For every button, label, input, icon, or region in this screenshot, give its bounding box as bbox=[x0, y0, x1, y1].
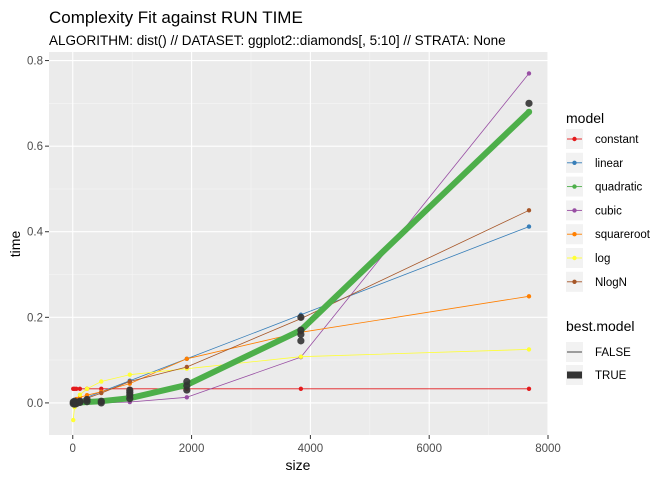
legend-label: squareroot bbox=[595, 229, 651, 241]
series-point-cubic bbox=[526, 71, 532, 76]
observed-point bbox=[525, 99, 533, 107]
x-tick-label: 2000 bbox=[179, 443, 205, 455]
observed-point bbox=[183, 377, 191, 386]
series-point-log bbox=[77, 392, 83, 397]
legend-key-point bbox=[572, 232, 577, 237]
minor-gridlines bbox=[49, 52, 548, 435]
x-axis-title: size bbox=[286, 457, 311, 473]
legend-label: cubic bbox=[595, 205, 622, 217]
legend-key-point bbox=[572, 136, 577, 142]
x-tick-label: 8000 bbox=[535, 443, 561, 455]
observed-point bbox=[76, 397, 84, 405]
legend-key-point bbox=[572, 160, 577, 165]
y-axis-title: time bbox=[7, 231, 23, 258]
series-point-nlogn bbox=[184, 364, 190, 370]
series-point-constant bbox=[298, 386, 304, 391]
legend-label: TRUE bbox=[595, 370, 627, 382]
series-point-nlogn bbox=[526, 208, 532, 213]
series-point-log bbox=[298, 354, 304, 359]
observed-point bbox=[83, 395, 91, 404]
legend-key-point bbox=[572, 208, 577, 213]
series-point-constant bbox=[74, 386, 79, 391]
y-tick-label: 0.4 bbox=[27, 227, 44, 239]
legend-label: NlogN bbox=[595, 277, 627, 289]
observed-point bbox=[297, 337, 305, 345]
series-point-squareroot bbox=[184, 356, 190, 362]
legend-label: linear bbox=[595, 158, 623, 170]
x-tick-label: 0 bbox=[70, 443, 76, 455]
chart-subtitle: ALGORITHM: dist() // DATASET: ggplot2::d… bbox=[49, 33, 506, 48]
series-point-log bbox=[84, 386, 90, 391]
observed-point bbox=[97, 397, 105, 405]
x-axis-ticks: 0 2000 4000 6000 8000 bbox=[70, 435, 561, 455]
legend-label: quadratic bbox=[595, 182, 643, 194]
series-point-constant bbox=[526, 386, 532, 391]
observed-point bbox=[297, 313, 305, 321]
x-tick-label: 6000 bbox=[416, 443, 442, 455]
series-point-linear bbox=[526, 224, 532, 229]
y-tick-label: 0.6 bbox=[27, 141, 43, 153]
legend-label: FALSE bbox=[595, 347, 631, 359]
legend-best-model: FALSE TRUE bbox=[566, 342, 631, 385]
observed-points bbox=[69, 99, 533, 408]
series-point-log bbox=[99, 379, 104, 384]
series-point-quadratic bbox=[525, 108, 533, 116]
series-point-log bbox=[127, 372, 132, 377]
series-point-log bbox=[526, 347, 532, 352]
series-point-nlogn bbox=[127, 379, 132, 384]
series-point-cubic bbox=[184, 395, 190, 400]
y-tick-label: 0.8 bbox=[27, 56, 43, 68]
series-point-constant bbox=[77, 386, 83, 391]
y-tick-label: 0.2 bbox=[27, 312, 43, 324]
major-gridlines bbox=[49, 52, 549, 435]
chart-title: Complexity Fit against RUN TIME bbox=[49, 8, 303, 27]
legend-label: constant bbox=[595, 134, 639, 146]
plot-panel bbox=[49, 52, 548, 435]
series-point-log bbox=[71, 417, 76, 423]
legend-model-title: model bbox=[566, 110, 604, 126]
y-axis-ticks: 0.0 0.2 0.4 0.6 0.8 bbox=[27, 56, 49, 410]
series-point-nlogn bbox=[99, 390, 104, 396]
legend-label: log bbox=[595, 253, 610, 265]
y-tick-label: 0.0 bbox=[27, 398, 43, 410]
observed-point bbox=[126, 386, 134, 394]
legend-best-title: best.model bbox=[566, 318, 634, 334]
legend-model: constant linear quadratic cubic squareroot lo… bbox=[566, 129, 651, 292]
series-point-squareroot bbox=[526, 294, 532, 299]
legend-key-point bbox=[572, 184, 577, 189]
legend-key-point bbox=[572, 279, 577, 284]
x-tick-label: 4000 bbox=[298, 443, 324, 455]
observed-point bbox=[297, 326, 305, 334]
legend-key-point bbox=[572, 255, 577, 261]
